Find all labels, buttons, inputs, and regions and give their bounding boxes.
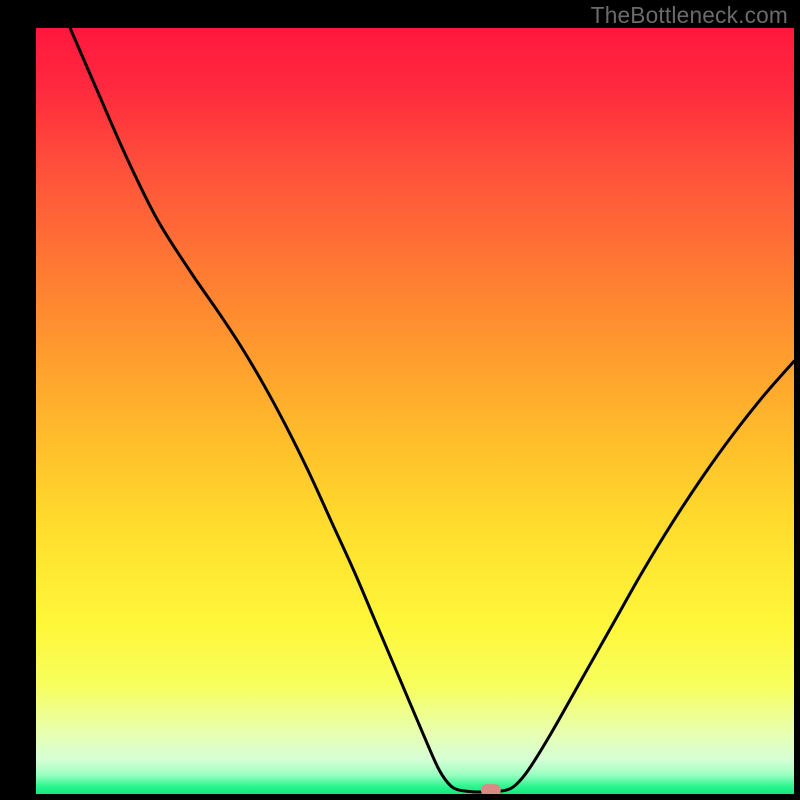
gradient-plot-area xyxy=(36,28,794,794)
bottleneck-chart xyxy=(0,0,800,800)
watermark-label: TheBottleneck.com xyxy=(591,2,788,29)
